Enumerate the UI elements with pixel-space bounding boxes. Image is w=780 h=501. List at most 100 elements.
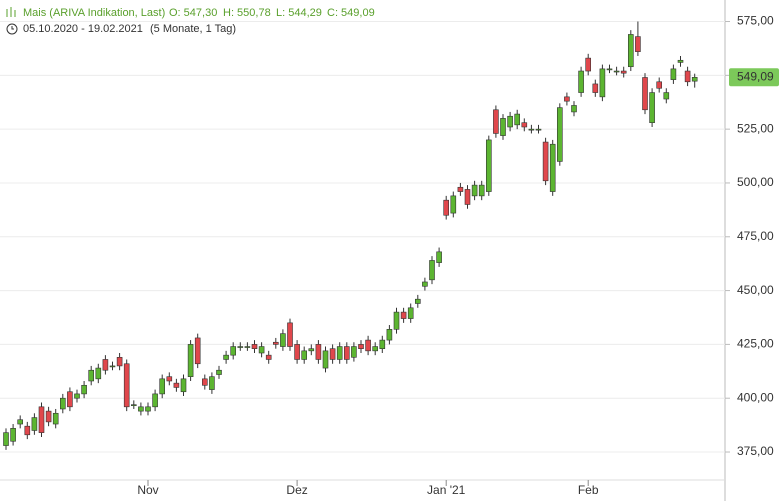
candle: [585, 53, 592, 76]
candle: [74, 389, 80, 403]
candle: [422, 277, 428, 291]
candle-body: [585, 57, 592, 72]
candle: [95, 363, 102, 384]
candle: [209, 372, 215, 394]
candle: [372, 342, 379, 356]
candle-body: [102, 359, 109, 371]
candle: [450, 191, 457, 218]
candle: [244, 342, 251, 351]
candle: [471, 180, 478, 201]
candle-body: [194, 337, 201, 365]
candle: [620, 66, 627, 78]
candle: [88, 365, 94, 386]
candle: [24, 421, 31, 440]
candle: [301, 346, 308, 364]
candle-body: [670, 68, 677, 80]
clock-icon: [6, 23, 18, 35]
candle: [336, 342, 343, 364]
candle-body: [251, 344, 258, 349]
candle: [592, 79, 599, 97]
candle-body: [500, 118, 506, 136]
candle: [343, 342, 350, 364]
price-marker: [729, 68, 779, 87]
candle-body: [564, 96, 570, 102]
candle-body: [88, 369, 94, 382]
candle: [251, 340, 258, 354]
candle-body: [329, 348, 336, 360]
candle: [180, 374, 187, 397]
candle: [407, 303, 414, 323]
candle: [187, 340, 194, 381]
candle: [280, 329, 286, 351]
candle-body: [457, 186, 464, 192]
candle-body: [265, 354, 272, 360]
candle-body: [571, 105, 577, 113]
candle: [549, 139, 556, 196]
candle: [294, 340, 300, 364]
candle: [457, 182, 464, 196]
candle: [145, 402, 151, 416]
candle-body: [478, 184, 485, 197]
candle: [123, 359, 130, 412]
candle-body: [407, 307, 414, 319]
candle-body: [343, 346, 350, 360]
candle-body: [436, 251, 442, 263]
x-tick-label: Feb: [578, 483, 599, 497]
candle-body: [365, 339, 371, 352]
candle-body: [414, 298, 421, 304]
candle: [414, 294, 421, 308]
candle: [599, 64, 606, 102]
candle: [329, 344, 336, 364]
candle-body: [230, 346, 236, 356]
candle-body: [677, 59, 684, 63]
candle-body: [393, 311, 400, 330]
candle-body: [209, 376, 215, 390]
y-tick-label: 400,00: [737, 390, 774, 404]
candle-body: [528, 128, 535, 131]
candle: [223, 350, 229, 364]
period: (5 Monate, 1 Tag): [150, 23, 236, 35]
candle-body: [237, 346, 244, 348]
candle: [393, 307, 400, 334]
candle: [606, 64, 613, 74]
candle-body: [535, 128, 542, 131]
candle-body: [549, 143, 556, 192]
candle-body: [109, 365, 116, 368]
candle: [656, 77, 663, 93]
candle: [287, 318, 293, 351]
candle-body: [542, 141, 549, 182]
candle-body: [244, 346, 251, 348]
candle-body: [642, 77, 648, 111]
candle-body: [187, 344, 194, 377]
candle-body: [578, 70, 584, 93]
candle-body: [272, 341, 279, 345]
candle: [152, 389, 158, 412]
candle-body: [308, 348, 315, 352]
candle: [237, 342, 244, 351]
candle: [493, 105, 499, 138]
candle-body: [493, 109, 499, 134]
candle-body: [443, 199, 450, 216]
candle-body: [45, 410, 52, 423]
candle: [485, 135, 492, 196]
candle-body: [145, 406, 151, 412]
candle-body: [635, 36, 641, 52]
candle: [272, 337, 279, 349]
candle: [102, 355, 109, 375]
candle: [230, 342, 236, 360]
candle: [578, 66, 584, 97]
candle-body: [287, 322, 293, 347]
candle-body: [556, 107, 563, 162]
candle-body: [351, 346, 357, 358]
y-tick-label: 450,00: [737, 283, 774, 297]
candle: [3, 428, 9, 450]
candle: [31, 413, 38, 435]
candle-body: [663, 92, 670, 100]
candle-body: [152, 393, 158, 408]
candle: [677, 55, 684, 67]
candle-body: [691, 76, 698, 82]
candle: [649, 88, 655, 127]
candle: [521, 118, 528, 132]
candle: [322, 346, 329, 373]
